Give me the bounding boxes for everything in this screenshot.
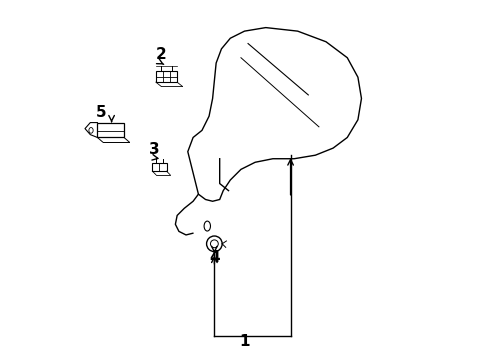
Text: 4: 4 [209,251,219,265]
Text: 2: 2 [156,47,166,62]
Text: 3: 3 [148,142,159,157]
Text: 1: 1 [239,334,249,349]
Text: 5: 5 [96,105,106,120]
